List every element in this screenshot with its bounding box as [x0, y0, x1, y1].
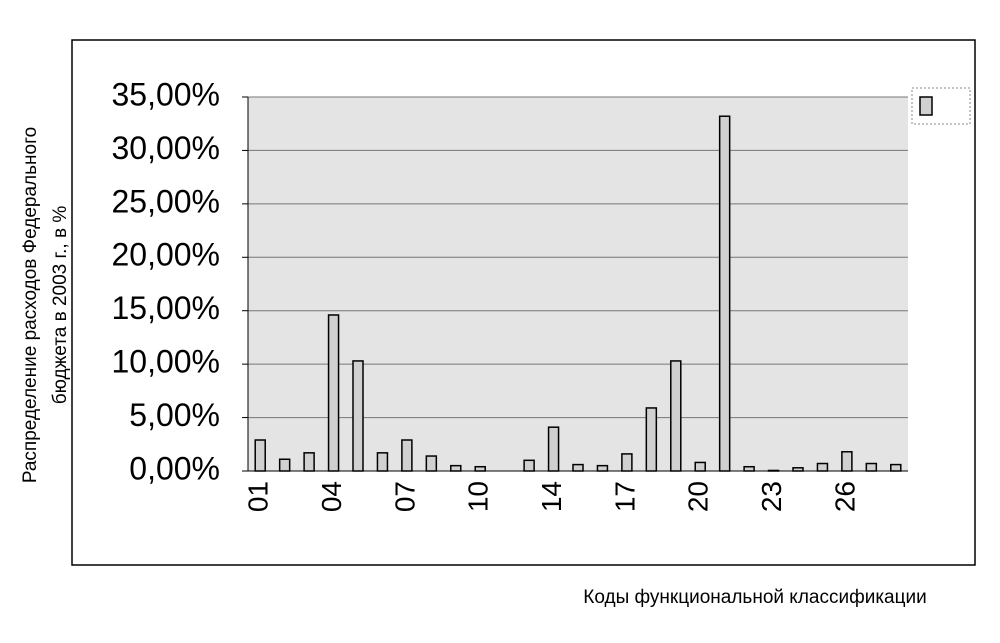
- bar: [547, 426, 560, 472]
- y-tick-label: 10,00%: [111, 344, 220, 380]
- bar: [645, 407, 658, 472]
- bar: [376, 452, 389, 472]
- bar: [327, 314, 340, 472]
- bar: [572, 463, 584, 472]
- bar: [743, 465, 755, 472]
- x-tick-label: 23: [756, 481, 787, 512]
- bar: [816, 462, 829, 472]
- y-tick-label: 30,00%: [111, 130, 220, 166]
- bar: [890, 463, 902, 472]
- bar: [303, 452, 315, 472]
- y-axis-title: бюджета в 2003 г., в %: [50, 206, 71, 405]
- y-tick-label: 5,00%: [129, 397, 220, 433]
- x-tick-label: 26: [829, 481, 860, 512]
- bar: [792, 467, 804, 472]
- x-tick-label: 17: [609, 481, 640, 512]
- y-tick-label: 20,00%: [111, 237, 220, 273]
- chart-frame: [71, 39, 976, 566]
- y-axis-title: Распределение расходов Федерального: [20, 127, 41, 483]
- bar: [254, 439, 266, 472]
- x-tick-label: 01: [243, 481, 274, 512]
- bar: [841, 451, 853, 472]
- bar: [474, 465, 486, 472]
- plot-area: [248, 97, 908, 471]
- bar: [523, 459, 535, 472]
- bar: [670, 360, 682, 472]
- x-tick-label: 07: [389, 481, 420, 512]
- bar: [767, 469, 780, 472]
- y-tick-label: 35,00%: [111, 76, 220, 112]
- y-tick-label: 15,00%: [111, 290, 220, 326]
- x-tick-label: 04: [316, 481, 347, 512]
- bar: [401, 439, 413, 472]
- bar: [352, 360, 364, 472]
- bar: [865, 462, 878, 472]
- bar: [596, 464, 609, 472]
- bar: [425, 455, 438, 472]
- y-tick-label: 25,00%: [111, 183, 220, 219]
- x-tick-label: 20: [683, 481, 714, 512]
- bar: [450, 464, 462, 472]
- bar: [278, 458, 291, 472]
- x-axis-title: Коды функциональной классификации: [583, 587, 926, 608]
- bar: [718, 115, 731, 472]
- x-tick-label: 14: [536, 481, 567, 512]
- x-tick-label: 10: [463, 481, 494, 512]
- bar: [621, 453, 633, 472]
- y-tick-label: 0,00%: [129, 450, 220, 486]
- bar: [694, 461, 706, 472]
- legend-swatch: [919, 96, 933, 116]
